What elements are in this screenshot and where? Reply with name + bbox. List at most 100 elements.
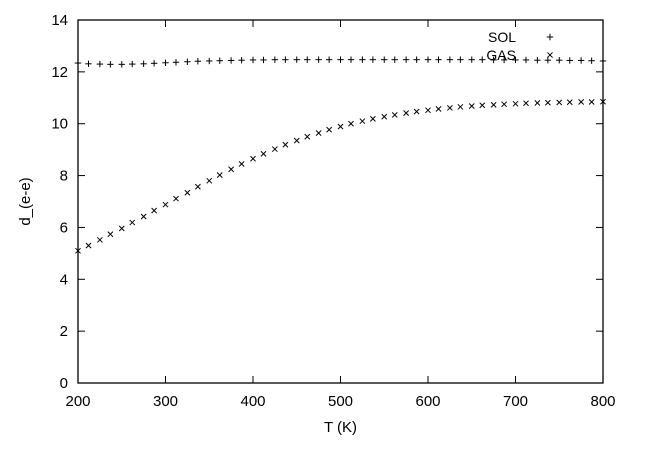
point-gas	[326, 126, 333, 133]
point-gas	[75, 247, 81, 254]
x-tick-label: 800	[590, 393, 615, 410]
y-tick-label: 8	[60, 168, 68, 185]
point-sol	[391, 56, 398, 63]
point-sol	[347, 56, 355, 63]
point-gas	[512, 100, 519, 107]
point-sol	[249, 56, 257, 64]
point-sol	[150, 60, 158, 67]
x-axis-title: T (K)	[324, 419, 357, 436]
point-gas	[523, 100, 529, 107]
point-sol	[85, 60, 92, 68]
point-gas	[359, 118, 366, 125]
point-gas	[381, 113, 388, 120]
point-sol	[556, 56, 563, 64]
point-gas	[260, 150, 267, 157]
point-sol	[566, 57, 573, 64]
point-sol	[118, 61, 125, 68]
y-tick-label: 6	[60, 219, 68, 236]
point-gas	[107, 231, 114, 238]
point-gas	[118, 225, 125, 232]
legend-label-sol: SOL	[488, 29, 516, 45]
point-gas	[490, 101, 497, 108]
point-gas	[140, 213, 147, 220]
point-gas	[566, 99, 573, 106]
point-gas	[206, 177, 213, 184]
point-gas	[228, 166, 235, 173]
point-sol	[238, 56, 245, 64]
point-sol	[359, 56, 366, 63]
x-tick-label: 700	[503, 393, 528, 410]
point-sol	[381, 56, 388, 63]
x-tick-label: 300	[153, 393, 178, 410]
point-gas	[129, 219, 136, 226]
point-gas	[348, 120, 354, 127]
y-tick-label: 2	[60, 323, 68, 340]
point-sol	[424, 56, 432, 63]
point-sol	[457, 56, 464, 63]
point-sol	[534, 56, 541, 64]
point-gas	[304, 133, 311, 140]
x-tick-label: 500	[328, 393, 353, 410]
point-gas	[588, 99, 595, 105]
point-sol	[544, 56, 552, 64]
point-sol	[129, 60, 136, 68]
point-sol	[479, 56, 486, 63]
x-tick-label: 400	[240, 393, 265, 410]
point-gas	[544, 99, 551, 106]
point-gas	[173, 195, 179, 202]
y-axis-title: d_(e-e)	[17, 177, 34, 225]
point-gas	[501, 101, 508, 108]
ticks-layer: 200 300 400 500 600 700 800 0 2 4 6 8 10 12 14	[51, 12, 615, 410]
point-sol	[500, 56, 508, 64]
point-gas	[600, 98, 606, 105]
point-sol	[512, 56, 519, 64]
point-sol	[74, 59, 82, 67]
point-gas	[413, 108, 420, 115]
legend-symbol-gas	[547, 52, 553, 58]
point-gas	[391, 111, 398, 118]
y-tick-label: 4	[60, 271, 68, 288]
point-gas	[457, 103, 464, 110]
y-tick-label: 14	[51, 12, 68, 29]
legend-marker-sol	[546, 33, 554, 41]
point-gas	[556, 99, 563, 106]
point-sol	[227, 57, 235, 64]
point-sol	[162, 59, 169, 66]
point-gas	[85, 242, 92, 249]
y-tick-label: 12	[51, 64, 68, 81]
point-sol	[402, 56, 410, 63]
point-sol	[206, 57, 213, 65]
point-sol	[315, 56, 322, 63]
point-sol	[522, 56, 530, 64]
point-sol	[282, 56, 289, 63]
point-gas	[194, 183, 201, 190]
y-tick-label: 10	[51, 116, 68, 133]
point-gas	[250, 155, 256, 162]
point-sol	[369, 56, 377, 63]
x-tick-label: 600	[415, 393, 440, 410]
point-sol	[325, 56, 333, 63]
point-gas	[282, 141, 289, 148]
point-sol	[260, 56, 267, 64]
point-gas	[479, 102, 486, 109]
point-gas	[578, 99, 585, 105]
point-gas	[534, 100, 541, 106]
y-tick-label: 0	[60, 375, 68, 392]
point-sol	[96, 60, 104, 68]
point-sol	[216, 57, 223, 64]
legend-label-gas: GAS	[486, 47, 516, 63]
point-gas	[435, 106, 442, 112]
point-sol	[577, 57, 585, 64]
point-sol	[490, 56, 497, 64]
point-gas	[293, 137, 300, 144]
point-gas	[216, 172, 223, 178]
point-sol	[413, 56, 420, 63]
point-gas	[369, 115, 376, 122]
point-gas	[446, 104, 453, 111]
point-sol	[588, 57, 595, 64]
point-gas	[403, 110, 410, 116]
plot-frame	[77, 19, 604, 384]
legend: SOL GAS	[486, 29, 554, 63]
point-sol	[172, 59, 180, 66]
